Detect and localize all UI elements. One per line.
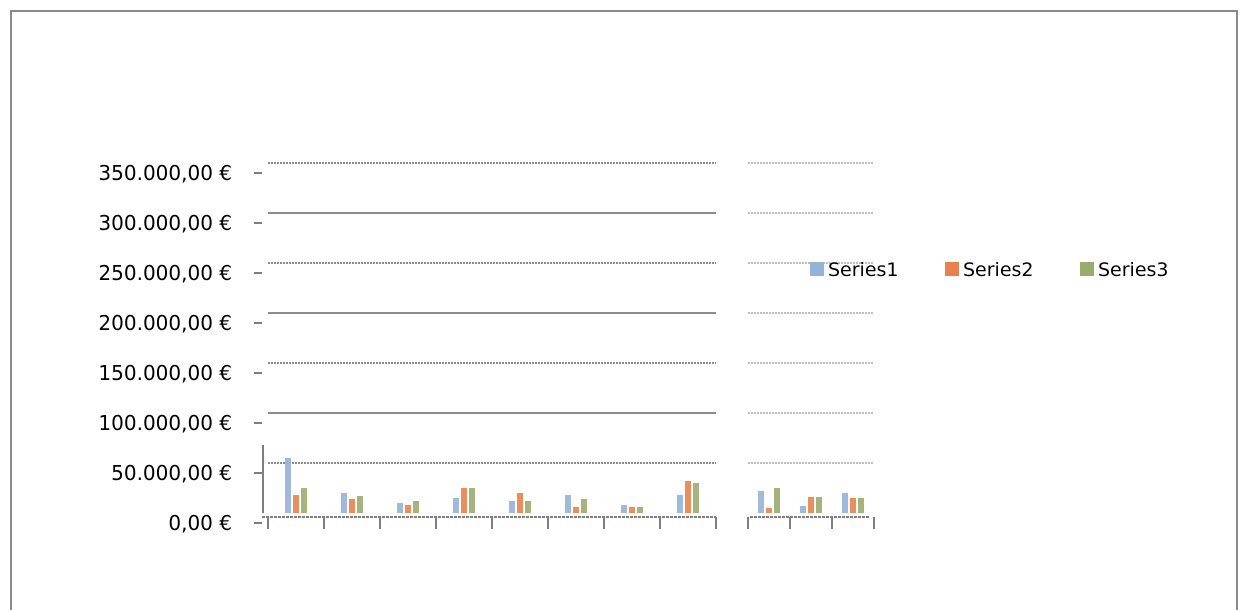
chart-frame (10, 10, 1238, 610)
y-tick-label: 100.000,00 € (98, 411, 232, 435)
legend-swatch-series1 (810, 262, 824, 276)
bar-series2-7 (629, 507, 635, 513)
bar-series1-2 (341, 493, 347, 513)
bar-series3-6 (581, 499, 587, 513)
y-tick-label: 300.000,00 € (98, 211, 232, 235)
bar-series3-9 (774, 488, 780, 513)
bar-series2-2 (349, 499, 355, 513)
bar-series1-6 (565, 495, 571, 513)
bar-series3-2 (357, 496, 363, 513)
bar-series1-10 (800, 506, 806, 513)
bar-series1-11 (842, 493, 848, 513)
bar-series2-11 (850, 498, 856, 513)
bar-series1-4 (453, 498, 459, 513)
legend-label-series2: Series2 (963, 259, 1034, 281)
y-tick-label: 50.000,00 € (111, 461, 232, 485)
bar-series3-1 (301, 488, 307, 513)
bar-series2-5 (517, 493, 523, 513)
bar-series1-7 (621, 505, 627, 513)
bar-series3-3 (413, 501, 419, 513)
bar-series2-8 (685, 481, 691, 513)
bar-series2-9 (766, 508, 772, 513)
bar-series2-6 (573, 507, 579, 513)
bar-series1-3 (397, 503, 403, 513)
bar-series3-4 (469, 488, 475, 513)
bar-series3-5 (525, 501, 531, 513)
legend-label-series3: Series3 (1098, 259, 1169, 281)
bar-series1-9 (758, 491, 764, 513)
y-tick-label: 350.000,00 € (98, 161, 232, 185)
bar-series3-7 (637, 507, 643, 513)
legend-swatch-series3 (1080, 262, 1094, 276)
bar-series2-3 (405, 505, 411, 513)
y-tick-label: 250.000,00 € (98, 261, 232, 285)
bar-series1-8 (677, 495, 683, 513)
bar-series3-11 (858, 498, 864, 513)
bar-series2-4 (461, 488, 467, 513)
bar-series3-10 (816, 497, 822, 513)
y-tick-label: 0,00 € (168, 511, 232, 535)
legend-swatch-series2 (945, 262, 959, 276)
legend-label-series1: Series1 (828, 259, 899, 281)
bar-series1-1 (285, 458, 291, 513)
bar-series1-5 (509, 501, 515, 513)
bar-series2-10 (808, 497, 814, 513)
bar-series2-1 (293, 495, 299, 513)
bar-series3-8 (693, 483, 699, 513)
y-tick-label: 200.000,00 € (98, 311, 232, 335)
y-tick-label: 150.000,00 € (98, 361, 232, 385)
